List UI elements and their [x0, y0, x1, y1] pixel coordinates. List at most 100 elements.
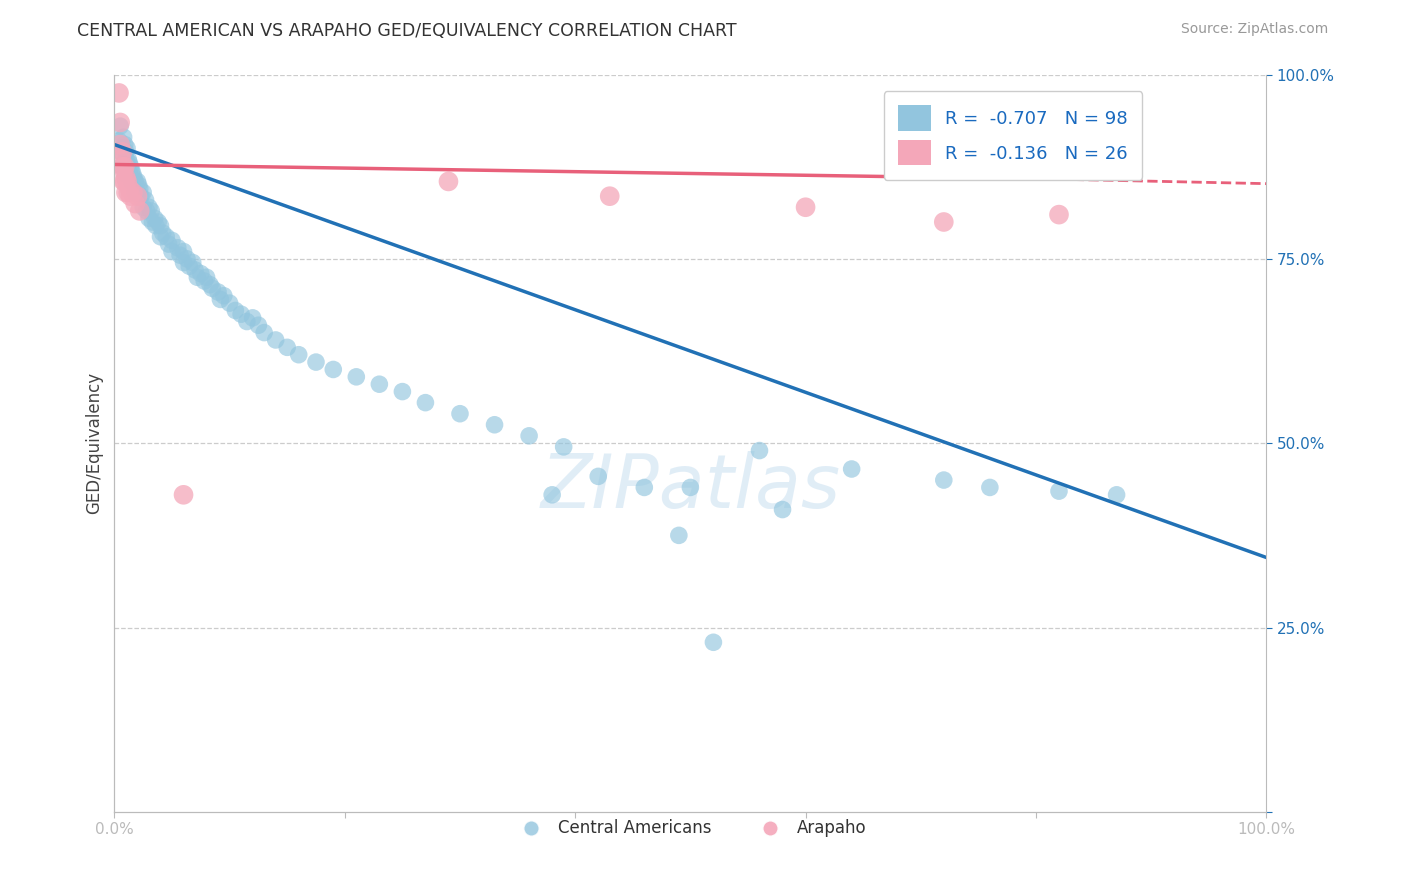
- Point: [108, 119, 131, 133]
- Point: [122, 170, 145, 185]
- Text: CENTRAL AMERICAN VS ARAPAHO GED/EQUIVALENCY CORRELATION CHART: CENTRAL AMERICAN VS ARAPAHO GED/EQUIVALE…: [77, 22, 737, 40]
- Point: [772, 502, 794, 516]
- Point: [253, 326, 276, 340]
- Point: [124, 186, 146, 200]
- Point: [155, 229, 177, 244]
- Point: [118, 167, 141, 181]
- Point: [702, 635, 724, 649]
- Point: [322, 362, 344, 376]
- Point: [173, 488, 195, 502]
- Point: [599, 189, 621, 203]
- Legend: Central Americans, Arapaho: Central Americans, Arapaho: [508, 813, 873, 844]
- Point: [111, 145, 134, 159]
- Point: [127, 174, 149, 188]
- Point: [128, 178, 150, 193]
- Point: [173, 244, 195, 259]
- Point: [152, 226, 174, 240]
- Point: [112, 130, 135, 145]
- Point: [207, 285, 229, 299]
- Point: [114, 160, 136, 174]
- Point: [224, 303, 246, 318]
- Point: [841, 462, 863, 476]
- Point: [112, 156, 135, 170]
- Point: [169, 248, 191, 262]
- Point: [209, 293, 232, 307]
- Point: [344, 369, 367, 384]
- Point: [484, 417, 506, 432]
- Point: [176, 252, 198, 266]
- Point: [186, 270, 208, 285]
- Point: [132, 186, 155, 200]
- Point: [287, 348, 309, 362]
- Point: [198, 277, 221, 292]
- Point: [166, 241, 188, 255]
- Point: [143, 211, 166, 226]
- Point: [449, 407, 471, 421]
- Point: [184, 263, 207, 277]
- Point: [115, 170, 138, 185]
- Point: [128, 182, 150, 196]
- Point: [160, 244, 183, 259]
- Point: [121, 163, 143, 178]
- Point: [121, 186, 143, 200]
- Point: [138, 211, 160, 226]
- Point: [391, 384, 413, 399]
- Point: [1105, 488, 1128, 502]
- Point: [121, 167, 143, 181]
- Point: [541, 488, 564, 502]
- Point: [117, 163, 139, 178]
- Point: [111, 141, 134, 155]
- Point: [120, 160, 142, 174]
- Point: [127, 189, 149, 203]
- Point: [247, 318, 270, 333]
- Point: [932, 215, 955, 229]
- Point: [276, 340, 298, 354]
- Point: [127, 186, 149, 200]
- Point: [111, 160, 134, 174]
- Point: [112, 163, 135, 178]
- Point: [794, 200, 817, 214]
- Point: [124, 174, 146, 188]
- Point: [111, 160, 134, 174]
- Point: [110, 145, 132, 159]
- Point: [517, 429, 540, 443]
- Point: [195, 270, 218, 285]
- Point: [437, 174, 460, 188]
- Point: [138, 200, 160, 214]
- Point: [157, 237, 180, 252]
- Point: [112, 174, 135, 188]
- Point: [368, 377, 391, 392]
- Point: [553, 440, 575, 454]
- Point: [108, 115, 131, 129]
- Point: [149, 229, 172, 244]
- Point: [115, 186, 138, 200]
- Point: [108, 86, 131, 100]
- Text: Source: ZipAtlas.com: Source: ZipAtlas.com: [1181, 22, 1329, 37]
- Point: [190, 267, 212, 281]
- Point: [173, 255, 195, 269]
- Point: [149, 219, 172, 233]
- Point: [114, 137, 136, 152]
- Point: [141, 203, 163, 218]
- Point: [118, 182, 141, 196]
- Point: [114, 163, 136, 178]
- Point: [748, 443, 770, 458]
- Point: [242, 310, 264, 325]
- Point: [201, 281, 224, 295]
- Point: [132, 200, 155, 214]
- Y-axis label: GED/Equivalency: GED/Equivalency: [86, 372, 103, 515]
- Point: [129, 189, 152, 203]
- Point: [115, 153, 138, 167]
- Point: [115, 145, 138, 159]
- Point: [932, 473, 955, 487]
- Point: [117, 186, 139, 200]
- Point: [1047, 208, 1070, 222]
- Point: [212, 289, 235, 303]
- Point: [668, 528, 690, 542]
- Point: [181, 255, 204, 269]
- Point: [264, 333, 287, 347]
- Point: [117, 153, 139, 167]
- Point: [145, 219, 167, 233]
- Point: [108, 134, 131, 148]
- Point: [124, 196, 146, 211]
